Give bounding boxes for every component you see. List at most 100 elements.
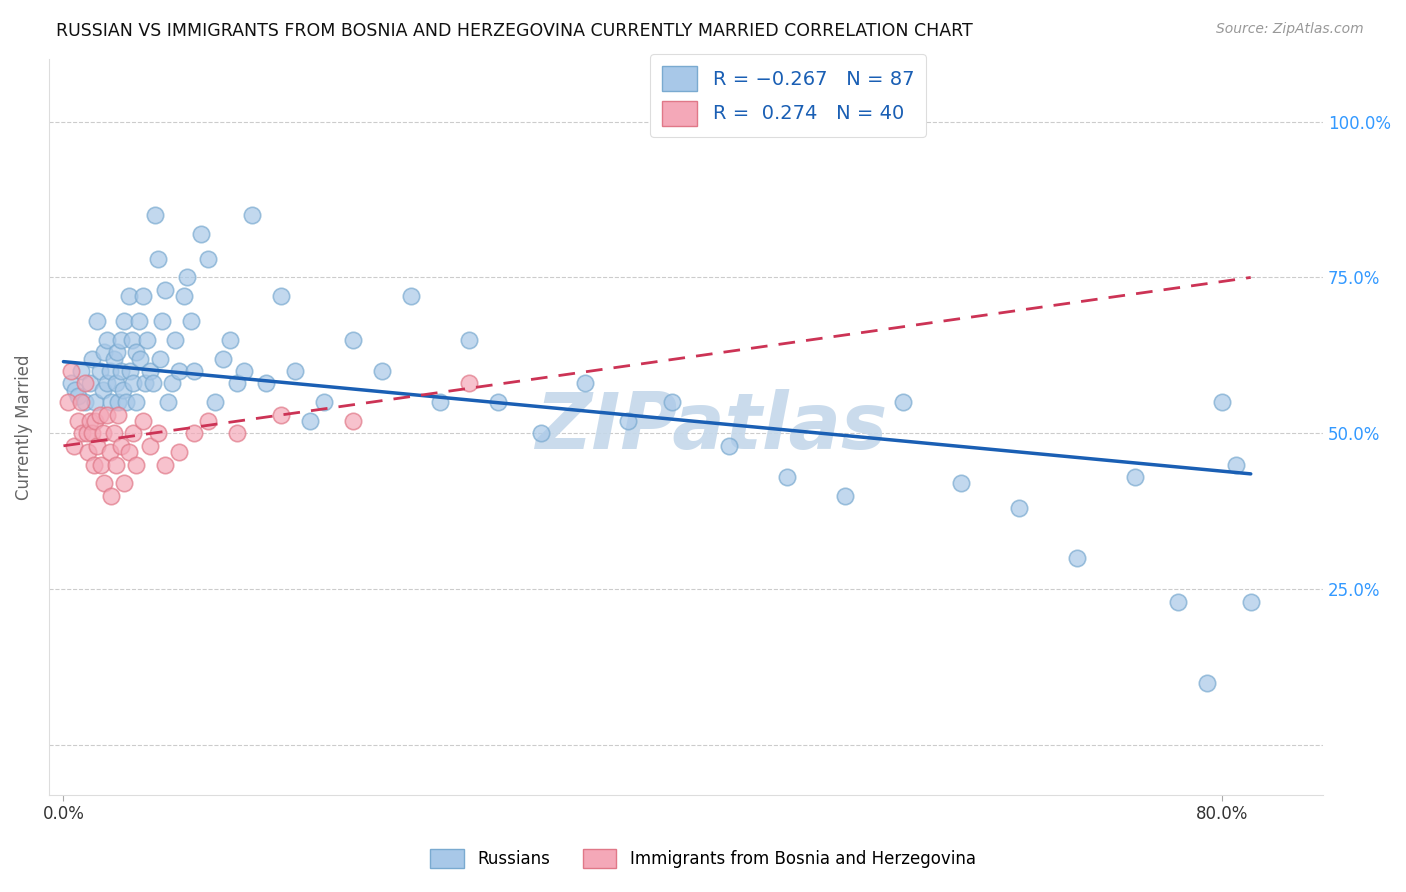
Point (96, 376, 118, 391)
Point (120, 364, 142, 378)
Point (153, 283, 176, 297)
Point (486, 395, 509, 409)
Point (63, 383, 86, 397)
Point (190, 227, 212, 241)
Point (121, 333, 143, 347)
Point (100, 489, 122, 503)
Legend: R = −0.267   N = 87, R =  0.274   N = 40: R = −0.267 N = 87, R = 0.274 N = 40 (651, 54, 925, 137)
Point (160, 376, 183, 391)
Point (1008, 501, 1031, 516)
Point (156, 395, 179, 409)
Point (104, 458, 127, 472)
Point (233, 364, 256, 378)
Point (86, 439, 108, 453)
Point (75, 376, 97, 391)
Point (1225, 458, 1247, 472)
Point (62, 439, 84, 453)
Point (82, 426, 104, 441)
Point (834, 489, 856, 503)
Point (69, 395, 91, 409)
Point (371, 364, 394, 378)
Point (59, 364, 82, 378)
Point (59, 376, 82, 391)
Point (661, 395, 683, 409)
Point (117, 289, 139, 303)
Point (399, 289, 422, 303)
Point (457, 333, 479, 347)
Point (143, 208, 166, 222)
Point (91, 426, 114, 441)
Point (169, 445, 191, 459)
Point (125, 395, 148, 409)
Point (110, 439, 132, 453)
Point (69, 364, 91, 378)
Point (142, 376, 165, 391)
Point (79, 376, 101, 391)
Point (204, 395, 226, 409)
Point (84, 395, 107, 409)
Point (89, 408, 111, 422)
Point (103, 351, 125, 366)
Point (125, 345, 148, 359)
Point (129, 351, 152, 366)
Point (776, 470, 799, 484)
Point (1167, 595, 1189, 609)
Point (312, 395, 335, 409)
Point (1211, 395, 1233, 409)
Point (82, 351, 104, 366)
Point (150, 314, 173, 328)
Point (342, 414, 364, 428)
Point (100, 395, 122, 409)
Point (139, 439, 162, 453)
Point (530, 426, 553, 441)
Point (219, 333, 242, 347)
Point (96, 408, 118, 422)
Point (574, 376, 596, 391)
Point (149, 351, 172, 366)
Point (75, 395, 97, 409)
Point (84, 414, 107, 428)
Point (298, 414, 321, 428)
Point (139, 364, 162, 378)
Point (270, 408, 292, 422)
Point (77, 445, 100, 459)
Point (240, 208, 263, 222)
Point (163, 333, 186, 347)
Legend: Russians, Immigrants from Bosnia and Herzegovina: Russians, Immigrants from Bosnia and Her… (423, 842, 983, 875)
Point (197, 414, 219, 428)
Point (79, 414, 101, 428)
Point (1066, 551, 1088, 566)
Point (950, 476, 973, 491)
Point (284, 364, 307, 378)
Point (128, 314, 150, 328)
Point (1240, 595, 1263, 609)
Point (342, 333, 364, 347)
Point (169, 364, 191, 378)
Point (98, 445, 121, 459)
Point (125, 458, 148, 472)
Point (86, 314, 108, 328)
Point (146, 252, 169, 266)
Point (211, 351, 233, 366)
Point (112, 314, 135, 328)
Point (93, 345, 115, 359)
Point (891, 395, 914, 409)
Point (76, 426, 98, 441)
Point (132, 414, 155, 428)
Point (114, 395, 136, 409)
Point (103, 426, 125, 441)
Point (83, 458, 105, 472)
Point (122, 376, 145, 391)
Point (66, 414, 89, 428)
Text: RUSSIAN VS IMMIGRANTS FROM BOSNIA AND HERZEGOVINA CURRENTLY MARRIED CORRELATION : RUSSIAN VS IMMIGRANTS FROM BOSNIA AND HE… (56, 22, 973, 40)
Point (180, 314, 202, 328)
Point (1197, 675, 1219, 690)
Point (90, 458, 112, 472)
Point (176, 270, 198, 285)
Point (226, 376, 249, 391)
Point (66, 389, 89, 403)
Point (89, 364, 111, 378)
Point (122, 426, 145, 441)
Text: Source: ZipAtlas.com: Source: ZipAtlas.com (1216, 22, 1364, 37)
Point (107, 395, 129, 409)
